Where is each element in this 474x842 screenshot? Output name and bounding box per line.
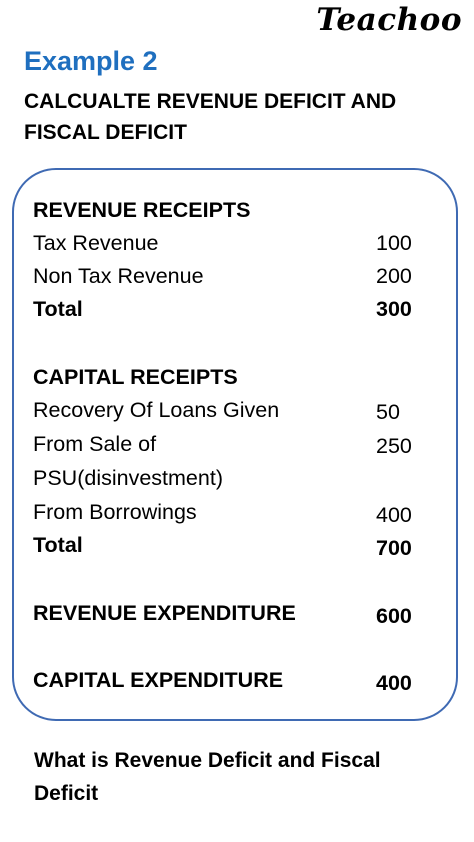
row-label: Non Tax Revenue bbox=[33, 264, 204, 288]
total-value: 300 bbox=[376, 297, 412, 321]
row-value: 400 bbox=[376, 503, 412, 527]
example-title: Example 2 bbox=[24, 46, 158, 76]
row-label: PSU(disinvestment) bbox=[33, 466, 223, 490]
total-label: Total bbox=[33, 297, 83, 321]
data-box bbox=[12, 168, 458, 721]
question-text: What is Revenue Deficit and Fiscal Defic… bbox=[34, 749, 381, 805]
total-label: Total bbox=[33, 533, 83, 557]
row-label: Tax Revenue bbox=[33, 231, 159, 255]
row-label: REVENUE EXPENDITURE bbox=[33, 601, 296, 625]
row-value: 100 bbox=[376, 231, 412, 255]
row-value: 400 bbox=[376, 671, 412, 695]
row-label: From Sale of bbox=[33, 432, 157, 456]
row-value: 600 bbox=[376, 604, 412, 628]
row-label: CAPITAL EXPENDITURE bbox=[33, 668, 284, 692]
question-heading: CALCUALTE REVENUE DEFICIT AND FISCAL DEF… bbox=[24, 90, 397, 144]
total-value: 700 bbox=[376, 536, 412, 560]
row-label: From Borrowings bbox=[33, 500, 197, 524]
row-value: 200 bbox=[376, 264, 412, 288]
row-value: 50 bbox=[376, 400, 400, 424]
row-value: 250 bbox=[376, 434, 412, 458]
row-label: Recovery Of Loans Given bbox=[33, 398, 280, 422]
teachoo-logo: Teachoo bbox=[316, 2, 462, 38]
